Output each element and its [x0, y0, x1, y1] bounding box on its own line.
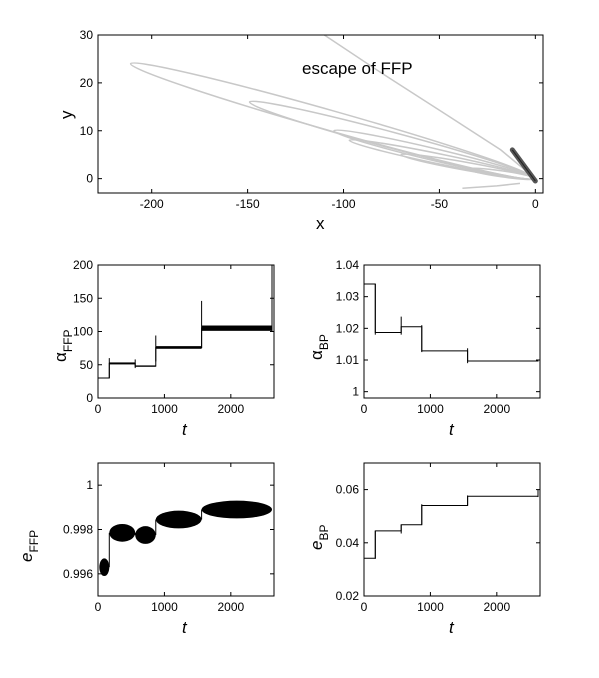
- e-bp-axes-box: [363, 462, 541, 597]
- e-bp-panel: 0 1000 2000 0.02 0.04 0.06 t eBP: [307, 462, 541, 637]
- e-ffp-ylabel: eFFP: [17, 530, 41, 562]
- oscillation-blob: [135, 526, 156, 544]
- ytick-label: 0.06: [336, 483, 360, 497]
- ytick-label: 1: [86, 478, 93, 492]
- alpha-bp-curve: [364, 283, 539, 364]
- oscillation-blob: [109, 523, 136, 542]
- xtick-label: 2000: [483, 600, 510, 614]
- ytick-label: 0.996: [63, 567, 93, 581]
- alpha-ffp-curve: [98, 265, 273, 379]
- xtick-label: 0: [361, 600, 368, 614]
- xtick-label: 2000: [483, 402, 510, 416]
- ytick-label: 0.02: [336, 589, 360, 603]
- xtick-label: -150: [236, 197, 260, 211]
- ytick-label: 1.04: [336, 258, 360, 272]
- ytick-label: 150: [73, 291, 93, 305]
- bp-orbit-core: [511, 149, 536, 182]
- orbit-annotation: escape of FFP: [302, 59, 413, 78]
- xtick-label: 0: [95, 402, 102, 416]
- ytick-label: 1.02: [336, 321, 360, 335]
- xtick-label: 2000: [217, 600, 244, 614]
- e-bp-ylabel-main: e: [307, 541, 326, 550]
- e-ffp-ylabel-main: e: [17, 553, 36, 562]
- ytick-label: 0: [86, 172, 93, 186]
- oscillation-blob: [201, 500, 273, 519]
- xtick-label: -100: [332, 197, 356, 211]
- e-bp-xticks: 0 1000 2000: [361, 463, 511, 614]
- ytick-label: 200: [73, 258, 93, 272]
- e-ffp-curve: [99, 500, 273, 577]
- orbit-axes-box: [97, 34, 544, 194]
- xtick-label: 0: [532, 197, 539, 211]
- xtick-label: 1000: [151, 402, 178, 416]
- ffp-tail-track: [462, 182, 521, 189]
- alpha-bp-axes-box: [363, 264, 541, 399]
- xtick-label: 1000: [417, 600, 444, 614]
- orbit-xlabel: x: [316, 214, 325, 233]
- oscillation-blob: [155, 510, 202, 529]
- e-ffp-panel: 0 1000 2000 0.996 0.998 1 t eFFP: [17, 462, 275, 637]
- xtick-label: -200: [140, 197, 164, 211]
- e-bp-xlabel: t: [449, 618, 455, 637]
- alpha-bp-ylabel-sub: BP: [317, 334, 331, 350]
- ytick-label: 1.01: [336, 353, 360, 367]
- ytick-label: 0.998: [63, 523, 93, 537]
- alpha-ffp-yticks: 0 50 100 150 200: [73, 258, 274, 405]
- xtick-label: -50: [431, 197, 449, 211]
- orbit-xticks: -200 -150 -100 -50 0: [140, 35, 539, 211]
- xtick-label: 1000: [151, 600, 178, 614]
- orbit-ylabel: y: [57, 110, 76, 119]
- alpha-ffp-ylabel-sub: FFP: [61, 330, 75, 353]
- xtick-label: 0: [361, 402, 368, 416]
- ytick-label: 1.03: [336, 290, 360, 304]
- orbit-yticks: 0 10 20 30: [80, 28, 543, 186]
- series-line: [364, 495, 539, 559]
- alpha-bp-ylabel-main: α: [307, 350, 326, 360]
- alpha-ffp-ylabel: αFFP: [51, 330, 75, 363]
- series-line: [364, 283, 539, 362]
- e-ffp-ylabel-sub: FFP: [27, 530, 41, 553]
- alpha-bp-ylabel: αBP: [307, 334, 331, 360]
- ffp-orbit-loop: [248, 100, 537, 181]
- alpha-ffp-xticks: 0 1000 2000: [95, 265, 245, 416]
- alpha-bp-yticks: 1 1.01 1.02 1.03 1.04: [336, 258, 540, 399]
- orbit-panel: -200 -150 -100 -50 0 0 10 20 30 escape of FFP x…: [57, 28, 544, 233]
- alpha-ffp-ylabel-main: α: [51, 352, 70, 362]
- e-bp-curve: [364, 489, 539, 559]
- alpha-bp-xticks: 0 1000 2000: [361, 265, 511, 416]
- e-ffp-xlabel: t: [182, 618, 188, 637]
- series-line: [98, 327, 273, 379]
- ytick-label: 1: [352, 385, 359, 399]
- alpha-ffp-xlabel: t: [182, 420, 188, 439]
- ytick-label: 50: [80, 358, 94, 372]
- ytick-label: 0: [86, 391, 93, 405]
- alpha-bp-panel: 0 1000 2000 1 1.01 1.02 1.03 1.04 t αBP: [307, 258, 541, 439]
- alpha-ffp-axes-box: [97, 264, 275, 399]
- oscillation-blob: [99, 558, 110, 577]
- orbit-curves: [129, 34, 538, 189]
- alpha-bp-xlabel: t: [449, 420, 455, 439]
- xtick-label: 0: [95, 600, 102, 614]
- ytick-label: 20: [80, 76, 94, 90]
- ytick-label: 10: [80, 124, 94, 138]
- e-bp-ylabel-sub: BP: [317, 525, 331, 541]
- alpha-ffp-panel: 0 1000 2000 0 50 100 150 200 t αFFP: [51, 258, 275, 439]
- ytick-label: 30: [80, 28, 94, 42]
- e-bp-yticks: 0.02 0.04 0.06: [336, 483, 540, 603]
- ytick-label: 100: [73, 325, 93, 339]
- e-ffp-xticks: 0 1000 2000: [95, 463, 245, 614]
- ffp-escape-track: [323, 34, 536, 180]
- e-ffp-yticks: 0.996 0.998 1: [63, 478, 274, 581]
- xtick-label: 1000: [417, 402, 444, 416]
- ytick-label: 0.04: [336, 536, 360, 550]
- xtick-label: 2000: [217, 402, 244, 416]
- e-bp-ylabel: eBP: [307, 525, 331, 550]
